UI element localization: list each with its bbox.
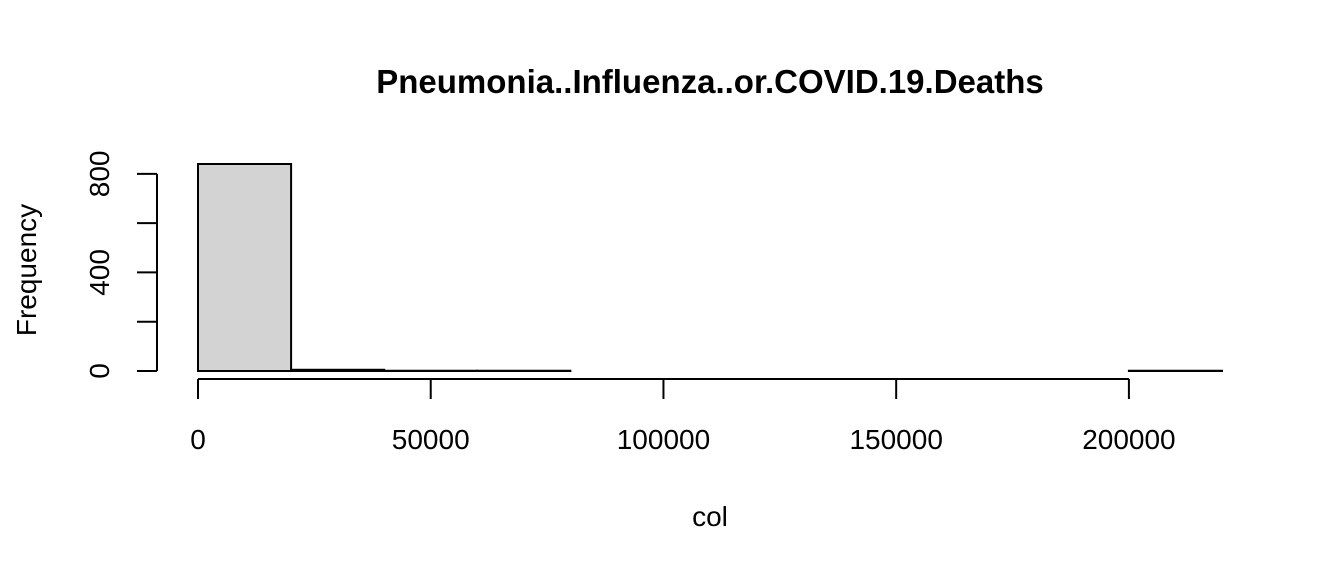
x-tick-label: 100000 — [617, 424, 710, 455]
x-tick-label: 0 — [190, 424, 206, 455]
y-axis-label: Frequency — [11, 204, 42, 336]
y-tick-label: 0 — [84, 363, 115, 379]
x-axis-label: col — [692, 501, 728, 532]
x-tick-label: 200000 — [1082, 424, 1175, 455]
x-tick-label: 50000 — [392, 424, 470, 455]
x-axis: 0 50000 100000 150000 200000 — [190, 378, 1176, 455]
histogram-bar — [197, 163, 293, 372]
y-axis: 0 400 800 — [84, 150, 158, 379]
chart-title: Pneumonia..Influenza..or.COVID.19.Deaths — [376, 63, 1043, 100]
y-tick-label: 400 — [84, 249, 115, 296]
histogram-bars — [197, 163, 1223, 372]
x-tick-label: 150000 — [849, 424, 942, 455]
y-tick-label: 800 — [84, 150, 115, 197]
histogram-bar — [290, 368, 386, 372]
